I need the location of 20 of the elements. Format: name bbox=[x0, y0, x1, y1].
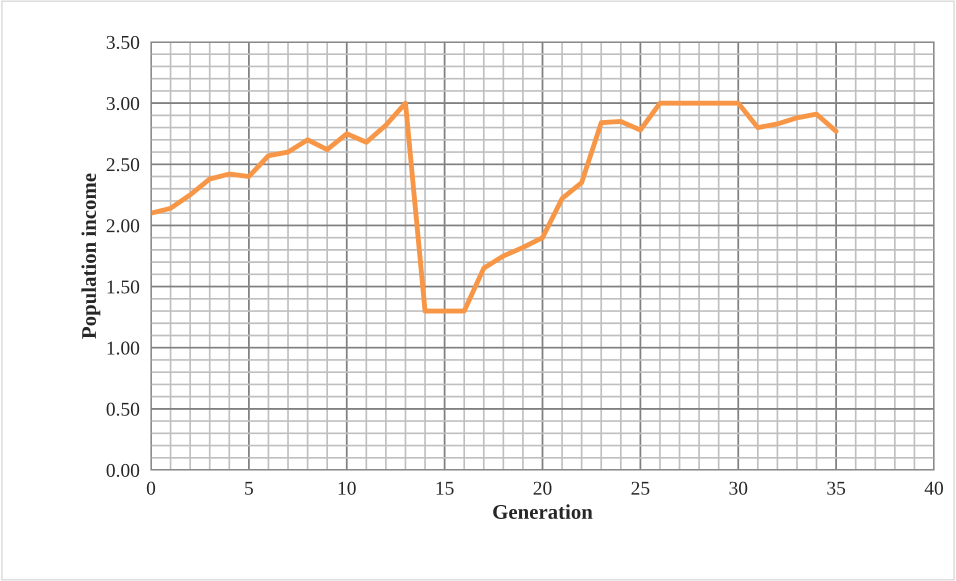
x-tick-label: 5 bbox=[245, 482, 253, 495]
y-tick-label: 3.50 bbox=[106, 36, 140, 50]
line-series bbox=[151, 100, 839, 314]
x-tick-label: 30 bbox=[729, 482, 748, 495]
y-tick-label: 1.00 bbox=[108, 342, 140, 355]
x-axis-title: Generation bbox=[493, 504, 593, 519]
x-tick-label: 10 bbox=[338, 482, 356, 495]
x-tick-label: 0 bbox=[146, 482, 156, 495]
y-tick-label: 2.50 bbox=[106, 158, 140, 172]
x-tick-label: 35 bbox=[827, 482, 846, 495]
y-tick-label: 1.50 bbox=[108, 280, 140, 294]
y-axis-title: Population income bbox=[81, 173, 100, 339]
x-tick-label: 20 bbox=[534, 482, 552, 495]
y-tick-label: 3.00 bbox=[106, 96, 140, 110]
x-tick-label: 15 bbox=[436, 482, 454, 495]
y-tick-label: 2.00 bbox=[106, 219, 140, 232]
x-tick-label: 40 bbox=[924, 482, 943, 495]
y-tick-label: 0.50 bbox=[106, 402, 140, 416]
x-tick-label: 25 bbox=[632, 482, 650, 495]
y-tick-label: 0.00 bbox=[106, 464, 140, 478]
